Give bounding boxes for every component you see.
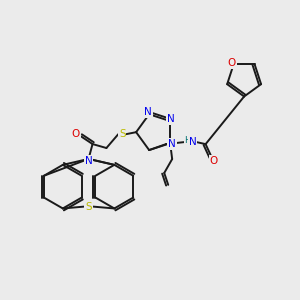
Text: O: O [72,129,80,139]
Text: N: N [167,114,175,124]
Text: N: N [168,139,176,149]
Text: S: S [85,202,92,212]
Text: N: N [189,137,196,147]
Text: S: S [119,129,126,139]
Text: N: N [85,156,92,166]
Text: O: O [209,156,218,166]
Text: N: N [144,107,152,117]
Text: O: O [227,58,236,68]
Text: H: H [184,136,191,145]
